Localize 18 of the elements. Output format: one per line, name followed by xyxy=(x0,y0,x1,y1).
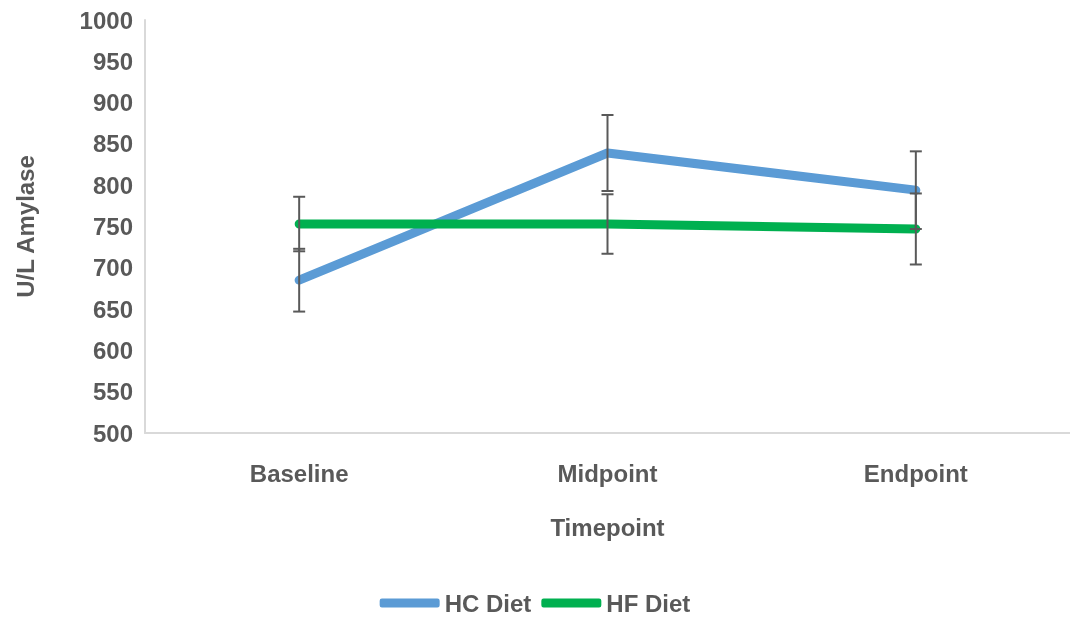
y-tick-label: 1000 xyxy=(79,6,133,34)
y-tick-label: 800 xyxy=(92,171,133,199)
y-tick-label: 950 xyxy=(92,47,133,75)
y-axis-title: U/L Amylase xyxy=(11,155,39,298)
x-axis-title: Timepoint xyxy=(550,513,665,541)
x-tick-label: Baseline xyxy=(249,459,349,487)
y-tick-label: 600 xyxy=(92,336,133,364)
x-tick-label: Midpoint xyxy=(557,459,658,487)
x-tick-label: Endpoint xyxy=(863,459,968,487)
legend-label: HF Diet xyxy=(606,589,691,617)
y-tick-label: 850 xyxy=(92,130,133,158)
y-tick-label: 700 xyxy=(92,254,133,282)
y-tick-label: 550 xyxy=(92,378,133,406)
legend-label: HC Diet xyxy=(444,589,532,617)
y-tick-label: 750 xyxy=(92,213,133,240)
y-tick-label: 900 xyxy=(92,89,133,117)
y-tick-label: 650 xyxy=(92,295,133,323)
y-tick-label: 500 xyxy=(92,419,133,447)
